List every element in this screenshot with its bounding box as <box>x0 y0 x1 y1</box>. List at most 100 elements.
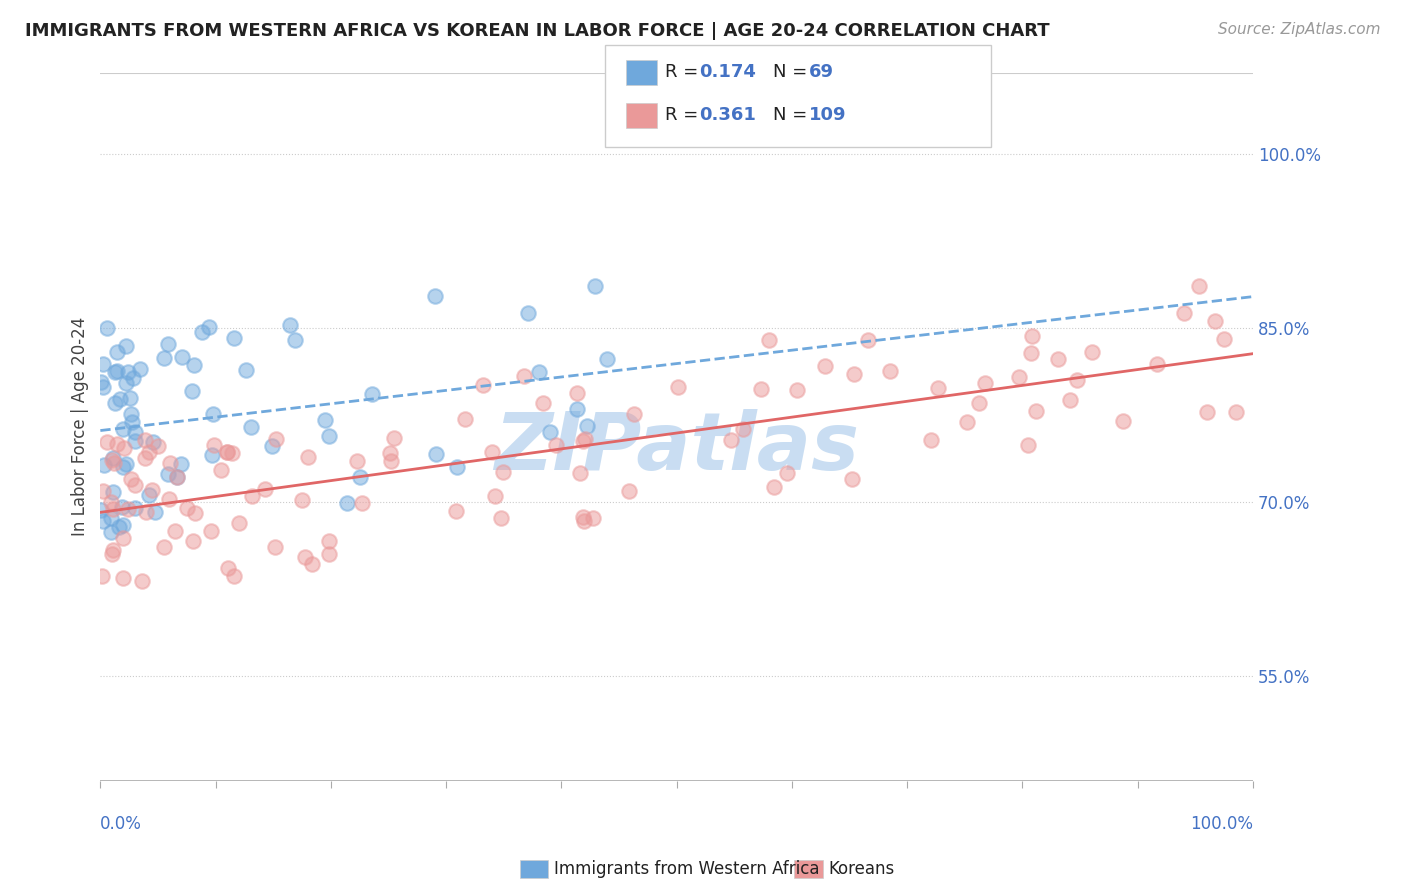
Point <box>380 446 402 460</box>
Point <box>762 480 785 494</box>
Point <box>423 289 446 303</box>
Point <box>112 441 135 455</box>
Point <box>720 434 742 448</box>
Point <box>352 496 374 510</box>
Point <box>1225 405 1247 419</box>
Point <box>301 558 323 572</box>
Point <box>183 359 205 373</box>
Point <box>446 460 468 475</box>
Point <box>215 444 238 458</box>
Point <box>191 326 214 340</box>
Point <box>318 547 340 561</box>
Point <box>96 321 118 335</box>
Point <box>380 453 402 467</box>
Point <box>544 438 567 452</box>
Point <box>538 425 561 440</box>
Point <box>749 382 772 396</box>
Point <box>314 412 336 426</box>
Point <box>491 465 513 479</box>
Point <box>221 446 243 460</box>
Point <box>91 380 114 394</box>
Text: 0.361: 0.361 <box>699 106 755 124</box>
Point <box>228 516 250 530</box>
Point <box>135 505 157 519</box>
Point <box>96 435 118 450</box>
Point <box>166 470 188 484</box>
Point <box>159 456 181 470</box>
Point <box>143 505 166 519</box>
Point <box>1019 346 1042 360</box>
Point <box>201 448 224 462</box>
Text: R =: R = <box>665 106 704 124</box>
Point <box>294 549 316 564</box>
Point <box>184 506 207 520</box>
Point <box>471 378 494 392</box>
Point <box>1146 357 1168 371</box>
Point <box>565 385 588 400</box>
Point <box>108 520 131 534</box>
Point <box>111 570 134 584</box>
Text: N =: N = <box>773 106 813 124</box>
Point <box>336 495 359 509</box>
Point <box>100 452 122 467</box>
Point <box>103 457 125 471</box>
Point <box>491 511 513 525</box>
Text: N =: N = <box>773 63 813 81</box>
Point <box>927 381 949 395</box>
Point <box>156 337 179 351</box>
Point <box>973 376 995 390</box>
Point <box>141 483 163 497</box>
Point <box>90 503 112 517</box>
Text: R =: R = <box>665 63 704 81</box>
Point <box>198 320 221 334</box>
Point <box>104 396 127 410</box>
Point <box>318 429 340 443</box>
Point <box>596 352 619 367</box>
Point <box>120 407 142 421</box>
Point <box>91 483 114 498</box>
Point <box>1197 405 1219 419</box>
Point <box>93 458 115 472</box>
Point <box>481 445 503 459</box>
Point <box>120 472 142 486</box>
Text: IMMIGRANTS FROM WESTERN AFRICA VS KOREAN IN LABOR FORCE | AGE 20-24 CORRELATION : IMMIGRANTS FROM WESTERN AFRICA VS KOREAN… <box>25 22 1050 40</box>
Point <box>101 451 124 466</box>
Point <box>758 333 780 347</box>
Point <box>111 518 134 533</box>
Point <box>776 466 799 480</box>
Point <box>124 425 146 439</box>
Point <box>582 510 605 524</box>
Point <box>572 434 595 449</box>
Point <box>153 351 176 365</box>
Point <box>100 495 122 509</box>
Point <box>568 467 591 481</box>
Text: 100.0%: 100.0% <box>1189 815 1253 833</box>
Point <box>129 361 152 376</box>
Point <box>134 451 156 466</box>
Point <box>531 395 554 409</box>
Point <box>217 561 239 575</box>
Y-axis label: In Labor Force | Age 20-24: In Labor Force | Age 20-24 <box>72 318 89 536</box>
Point <box>172 350 194 364</box>
Point <box>176 501 198 516</box>
Point <box>105 345 128 359</box>
Point <box>222 331 245 345</box>
Point <box>181 534 204 549</box>
Point <box>1173 306 1195 320</box>
Point <box>124 500 146 515</box>
Point <box>731 422 754 436</box>
Point <box>1081 345 1104 359</box>
Point <box>105 364 128 378</box>
Point <box>117 365 139 379</box>
Point <box>346 454 368 468</box>
Text: Koreans: Koreans <box>828 860 894 878</box>
Point <box>103 543 125 558</box>
Point <box>666 379 689 393</box>
Point <box>222 569 245 583</box>
Point <box>527 365 550 379</box>
Point <box>200 524 222 538</box>
Point <box>446 504 468 518</box>
Point <box>1212 332 1234 346</box>
Point <box>93 514 115 528</box>
Point <box>165 524 187 538</box>
